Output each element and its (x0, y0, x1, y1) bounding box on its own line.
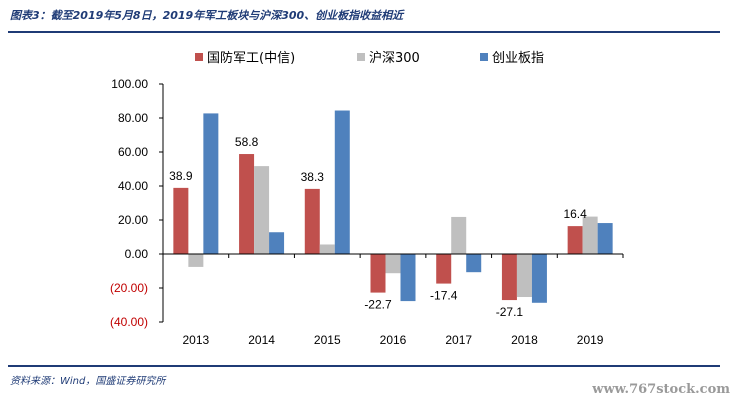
y-tick-label: 40.00 (118, 179, 148, 193)
y-tick-label: 60.00 (118, 145, 148, 159)
bar-2014-series-1 (239, 154, 255, 254)
source-note: 资料来源：Wind，国盛证券研究所 (10, 376, 166, 387)
x-category-label: 2014 (248, 333, 275, 347)
bar-2015-series-3 (334, 110, 350, 255)
bar-2016-series-2 (385, 254, 401, 274)
legend-label-1: 国防军工(中信) (207, 50, 295, 66)
source-rule (8, 365, 720, 367)
bar-2017-series-3 (466, 254, 482, 273)
bar-2018-series-1 (501, 254, 517, 301)
legend-swatch-1 (195, 53, 203, 61)
watermark: www.767stock.com (592, 382, 730, 397)
bar-2013-series-3 (203, 113, 219, 254)
data-label: 38.3 (301, 170, 325, 184)
y-tick-label: 20.00 (118, 213, 148, 227)
bars (173, 110, 613, 303)
bar-2015-series-1 (304, 188, 320, 254)
bar-2018-series-2 (516, 254, 532, 298)
y-tick-label: (20.00) (110, 281, 148, 295)
y-tick-label: 80.00 (118, 111, 148, 125)
y-tick-label: (40.00) (110, 315, 148, 329)
data-labels: 38.9 58.8 38.3 -22.7 -17.4 -27.1 16.4 (169, 135, 587, 319)
bar-2018-series-3 (531, 254, 547, 303)
x-category-label: 2015 (314, 333, 341, 347)
data-label: 58.8 (235, 135, 259, 149)
bar-2017-series-2 (451, 216, 467, 254)
legend-swatch-3 (480, 53, 488, 61)
x-category-label: 2013 (183, 333, 210, 347)
data-label: -17.4 (430, 289, 458, 303)
bar-2014-series-3 (269, 232, 285, 254)
legend: 国防军工(中信) 沪深300 创业板指 (195, 50, 544, 66)
x-category-label: 2019 (577, 333, 604, 347)
data-label: 16.4 (563, 207, 587, 221)
data-label: -22.7 (364, 298, 392, 312)
legend-label-2: 沪深300 (369, 50, 420, 66)
x-category-label: 2017 (445, 333, 472, 347)
y-axis-ticks: 100.00 80.00 60.00 40.00 20.00 0.00 (20.00) (40… (110, 77, 148, 329)
data-label: 38.9 (169, 169, 193, 183)
bar-2019-series-1 (567, 226, 583, 254)
bar-2016-series-3 (400, 254, 416, 302)
y-tick-label: 0.00 (125, 247, 149, 261)
legend-swatch-2 (357, 53, 365, 61)
bar-2019-series-3 (597, 223, 613, 254)
bar-2015-series-2 (319, 244, 335, 254)
bar-2014-series-2 (254, 166, 270, 254)
x-axis-categories: 2013 2014 2015 2016 2017 2018 2019 (183, 333, 604, 347)
bar-2019-series-2 (582, 216, 598, 254)
axes (159, 83, 624, 323)
caption-rule (8, 31, 720, 33)
bar-2013-series-1 (173, 187, 189, 254)
x-category-label: 2018 (511, 333, 538, 347)
figure-caption: 图表3：截至2019年5月8日，2019年军工板块与沪深300、创业板指收益相近 (10, 9, 404, 22)
bar-2016-series-1 (370, 254, 386, 293)
bar-2017-series-1 (436, 254, 452, 284)
bar-2013-series-2 (188, 254, 204, 267)
data-label: -27.1 (496, 305, 524, 319)
y-tick-label: 100.00 (111, 77, 148, 91)
legend-label-3: 创业板指 (492, 51, 544, 66)
x-category-label: 2016 (380, 333, 407, 347)
